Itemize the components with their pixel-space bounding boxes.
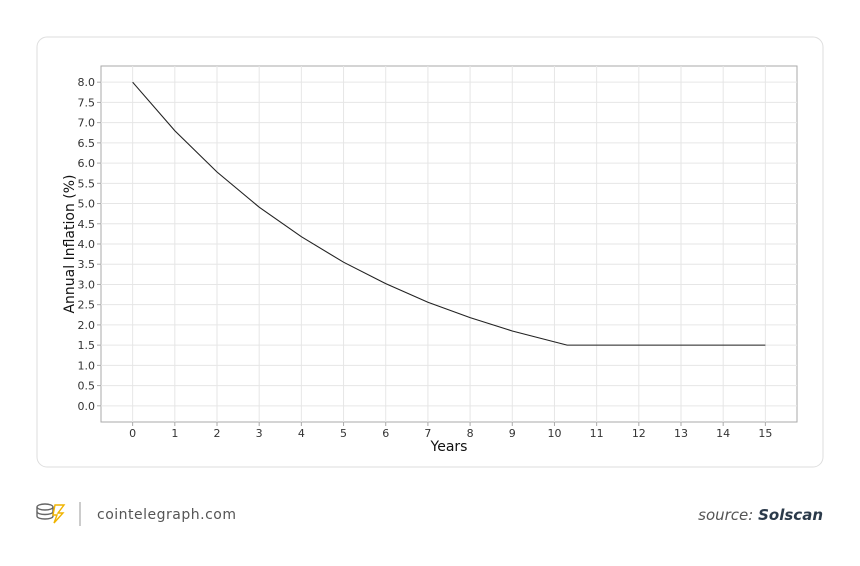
x-tick-label: 10: [547, 427, 561, 440]
y-tick-label: 0.5: [78, 380, 96, 393]
y-tick-label: 1.0: [78, 359, 96, 372]
site-name: cointelegraph.com: [97, 507, 236, 523]
x-tick-label: 14: [716, 427, 730, 440]
x-tick-label: 9: [509, 427, 516, 440]
x-tick-label: 7: [424, 427, 431, 440]
x-tick-label: 11: [590, 427, 604, 440]
y-tick-label: 6.5: [78, 137, 96, 150]
y-tick-label: 1.5: [78, 339, 96, 352]
x-tick-label: 12: [632, 427, 646, 440]
x-tick-label: 0: [129, 427, 136, 440]
y-tick-label: 6.0: [78, 157, 96, 170]
x-axis-label: Years: [430, 439, 468, 455]
x-tick-label: 1: [171, 427, 178, 440]
x-tick-label: 15: [758, 427, 772, 440]
y-tick-label: 4.0: [78, 238, 96, 251]
source-name: Solscan: [758, 506, 823, 524]
source: source: Solscan: [698, 506, 823, 524]
y-tick-label: 7.5: [78, 96, 96, 109]
logo: [36, 503, 66, 524]
marks: [132, 81, 766, 346]
y-tick-label: 2.5: [78, 299, 96, 312]
x-tick-label: 8: [467, 427, 474, 440]
y-tick-label: 0.0: [78, 400, 96, 413]
y-axis-label: Annual Inflation (%): [62, 174, 78, 313]
y-tick-label: 5.0: [78, 198, 96, 211]
y-tick-label: 7.0: [78, 117, 96, 130]
y-tick-label: 2.0: [78, 319, 96, 332]
x-tick-label: 4: [298, 427, 305, 440]
y-tick-label: 8.0: [78, 76, 96, 89]
x-tick-label: 2: [214, 427, 221, 440]
x-tick-label: 6: [382, 427, 389, 440]
y-tick-label: 5.5: [78, 177, 96, 190]
x-tick-label: 5: [340, 427, 347, 440]
y-tick-label: 3.0: [78, 278, 96, 291]
x-tick-label: 13: [674, 427, 688, 440]
x-tick-label: 3: [256, 427, 263, 440]
source-label: source:: [698, 506, 753, 524]
y-tick-label: 4.5: [78, 218, 96, 231]
line: [132, 81, 766, 346]
grid: 0.0 0.5 1.0 1.5 2.0 2.5 3.0 3.5 4.0 4.5 5.0 5.5 6.0 6…: [78, 66, 797, 440]
y-tick-label: 3.5: [78, 258, 96, 271]
